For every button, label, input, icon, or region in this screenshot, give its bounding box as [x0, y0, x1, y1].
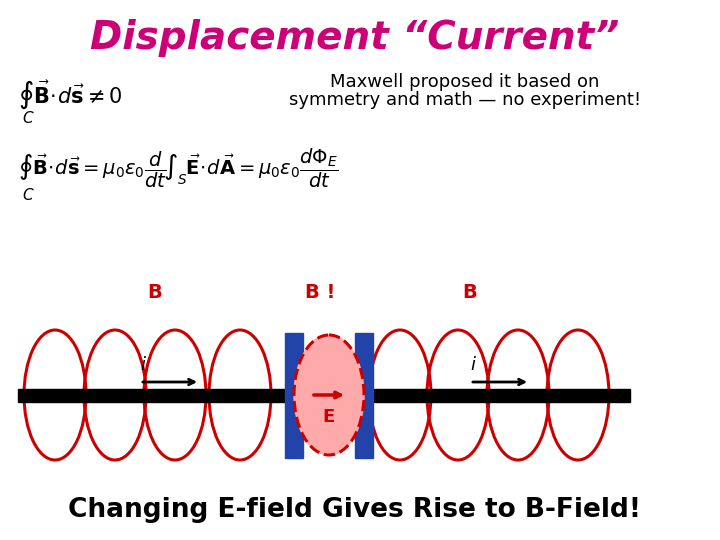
Text: Displacement “Current”: Displacement “Current”	[91, 19, 620, 57]
Text: Maxwell proposed it based on: Maxwell proposed it based on	[330, 73, 600, 91]
Bar	[355, 333, 373, 458]
Ellipse shape	[294, 335, 364, 455]
Bar	[285, 333, 303, 458]
Text: i: i	[470, 356, 475, 374]
Text: $C$: $C$	[22, 110, 35, 126]
Text: B: B	[463, 282, 477, 301]
Bar	[373, 389, 630, 402]
Text: $\oint \vec{\mathbf{B}} \!\cdot\! d\vec{\mathbf{s}} = \mu_0 \varepsilon_0 \dfrac: $\oint \vec{\mathbf{B}} \!\cdot\! d\vec{…	[18, 146, 338, 190]
Text: B !: B !	[305, 282, 336, 301]
Text: E: E	[323, 408, 335, 426]
Text: $C$: $C$	[22, 187, 35, 203]
Text: Changing E-field Gives Rise to B-Field!: Changing E-field Gives Rise to B-Field!	[68, 497, 642, 523]
Text: B: B	[148, 282, 163, 301]
Text: i: i	[140, 356, 145, 374]
Text: $\oint \vec{\mathbf{B}} \!\cdot\! d\vec{\mathbf{s}} \neq 0$: $\oint \vec{\mathbf{B}} \!\cdot\! d\vec{…	[18, 79, 122, 111]
Bar	[18, 389, 285, 402]
Text: symmetry and math — no experiment!: symmetry and math — no experiment!	[289, 91, 641, 109]
